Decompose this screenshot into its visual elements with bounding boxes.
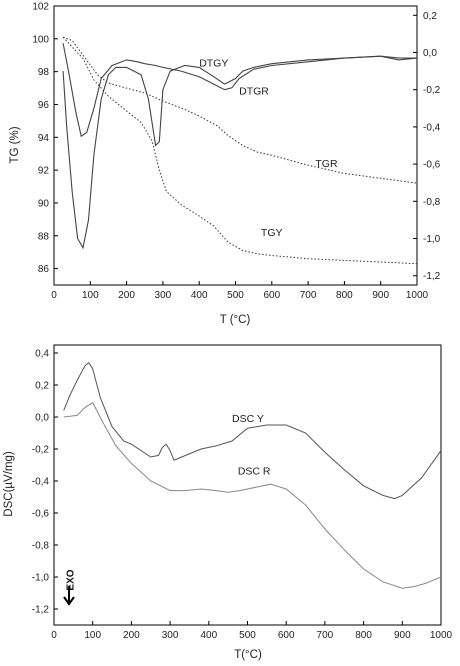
dsc-y-tick-label: -0,8	[32, 541, 50, 552]
series-dtgy-line	[62, 55, 418, 250]
series-dtgr-line	[62, 43, 417, 138]
tg-x-tick-label: 100	[82, 290, 99, 301]
dsc-y-tick-label: -0,4	[32, 477, 50, 488]
dsc-y-tick-label: 0,0	[35, 413, 49, 424]
dsc-y-tick-label: -0,6	[32, 509, 50, 520]
dsc-x-tick-label: 200	[123, 630, 140, 641]
tg-annotations: DTGY DTGR TGR TGY	[199, 58, 338, 239]
tg-x-tick-label: 1000	[406, 290, 429, 301]
dsc-x-tick-label: 700	[317, 630, 334, 641]
tg-chart: 0 100 200 300 400 500 600 700 800 900 1000 86 88 90 92…	[9, 2, 441, 327]
dtg-y2-tick-label: -0,6	[423, 160, 441, 171]
series-tgr-line	[62, 36, 418, 184]
tg-y-tick-label: 86	[38, 264, 50, 275]
dsc-y-tick-label: 0,2	[35, 381, 49, 392]
series-dsc-r-line	[63, 401, 442, 589]
tg-x-tick-label: 0	[51, 290, 57, 301]
dsc-x-tick-label: 0	[51, 630, 57, 641]
dsc-y-tick-label: -1,2	[32, 605, 50, 616]
annotation-tgr: TGR	[315, 158, 338, 170]
tg-x-tick-label: 800	[336, 290, 353, 301]
tg-y-tick-label: 102	[32, 2, 49, 13]
tg-axes: 0 100 200 300 400 500 600 700 800 900 1000 86 88 90 92…	[32, 2, 440, 302]
tg-y-tick-label: 92	[38, 166, 50, 177]
dtg-y2-tick-label: -0,4	[423, 122, 441, 133]
dsc-series	[63, 361, 442, 589]
dsc-y-tick-label: -0,2	[32, 445, 50, 456]
tg-x-tick-label: 900	[372, 290, 389, 301]
tg-x-tick-label: 400	[191, 290, 208, 301]
tg-x-tick-label: 500	[227, 290, 244, 301]
annotation-dsc-y: DSC Y	[232, 413, 264, 425]
dsc-x-tick-label: 800	[355, 630, 372, 641]
series-dsc-y-line	[63, 361, 442, 500]
tg-y-tick-label: 96	[38, 100, 50, 111]
dsc-chart: 0 100 200 300 400 500 600 700 800 900 1000 0,4 0,2 0,…	[3, 344, 453, 661]
tg-series	[62, 36, 418, 265]
dsc-y-tick-label: 0,4	[35, 349, 49, 360]
dtg-y2-tick-label: -1,2	[423, 271, 441, 282]
annotation-tgy: TGY	[261, 227, 283, 239]
dsc-x-tick-label: 600	[278, 630, 295, 641]
annotation-exo: EXO	[65, 569, 76, 590]
annotation-dtgy: DTGY	[199, 58, 228, 70]
dsc-x-tick-label: 900	[394, 630, 411, 641]
dsc-plot-frame	[53, 344, 442, 626]
tg-y-axis-label: TG (%)	[9, 126, 21, 163]
tg-x-tick-label: 300	[155, 290, 172, 301]
dsc-y-axis-label: DSC(µV/mg)	[3, 451, 15, 517]
tg-x-axis-label: T (°C)	[220, 314, 251, 326]
dsc-annotations: DSC Y DSC R EXO	[65, 413, 270, 591]
dsc-x-tick-label: 300	[162, 630, 179, 641]
dtg-y2-tick-label: -1,0	[423, 234, 441, 245]
annotation-dtgr: DTGR	[239, 86, 269, 98]
dsc-axes: 0 100 200 300 400 500 600 700 800 900 1000 0,4 0,2 0,…	[32, 349, 453, 642]
dtg-y2-tick-label: -0,8	[423, 197, 441, 208]
tg-x-tick-label: 700	[300, 290, 317, 301]
tg-x-tick-label: 200	[118, 290, 135, 301]
dsc-x-axis-label: T(°C)	[234, 649, 262, 661]
dtg-y2-tick-label: 0,0	[423, 48, 437, 59]
dsc-x-tick-label: 500	[239, 630, 256, 641]
tg-y-tick-label: 90	[38, 198, 50, 209]
exo-arrow-icon	[63, 586, 75, 606]
tg-x-tick-label: 600	[263, 290, 280, 301]
dtg-y2-tick-label: 0,2	[423, 11, 437, 22]
dsc-x-tick-label: 1000	[430, 630, 453, 641]
dtg-y2-tick-label: -0,2	[423, 85, 441, 96]
tg-plot-frame	[53, 5, 418, 286]
dsc-x-tick-label: 400	[200, 630, 217, 641]
series-tgy-line	[62, 36, 418, 265]
dsc-y-tick-label: -1,0	[32, 573, 50, 584]
dsc-x-tick-label: 100	[84, 630, 101, 641]
tg-y-tick-label: 88	[38, 231, 50, 242]
tg-y-tick-label: 100	[32, 34, 49, 45]
annotation-dsc-r: DSC R	[238, 466, 271, 478]
tg-y-tick-label: 98	[38, 67, 50, 78]
tg-y-tick-label: 94	[38, 133, 50, 144]
